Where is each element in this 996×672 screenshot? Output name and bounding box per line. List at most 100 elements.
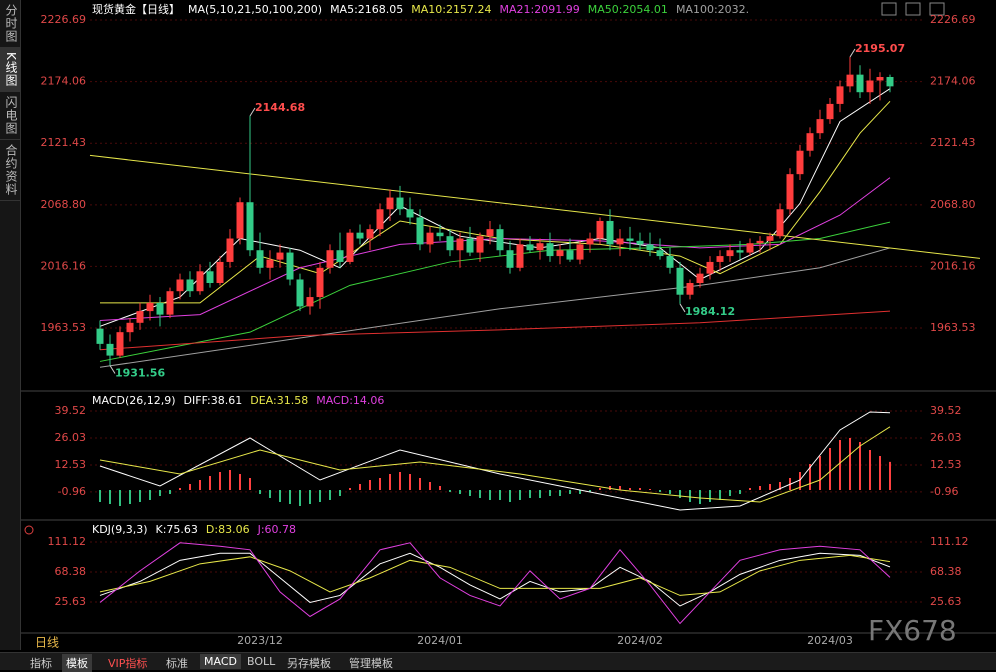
candle-body [526,244,534,251]
legend-entry: K:75.63 [156,523,198,536]
candle-body [396,197,404,210]
y-tick-label: 2174.06 [930,75,976,88]
legend-entry: MA(5,10,21,50,100,200) [188,3,322,16]
y-tick-label: 2226.69 [930,13,976,26]
candle-body [846,74,854,87]
annotation: 1984.12 [685,305,735,318]
annotation-marker [249,107,256,117]
side-tab[interactable]: 分时图 [0,0,20,48]
candle-body [886,76,894,87]
line [99,552,891,607]
tab[interactable]: 标准 [166,657,188,670]
candle-body [176,279,184,292]
annotation: 2144.68 [255,101,305,114]
tab[interactable]: 管理模板 [349,657,393,670]
y-tick-label: -0.96 [58,485,86,498]
window-icon[interactable] [905,2,921,16]
tab[interactable]: VIP指标 [108,657,148,670]
y-tick-label: 111.12 [48,535,87,548]
y-tick-label: 2016.16 [41,259,87,272]
candle-body [566,250,574,260]
y-tick-label: 2174.06 [41,75,87,88]
legend-entry: MA5:2168.05 [330,3,403,16]
candle-body [326,250,334,268]
candle-body [116,332,124,356]
footer: 指标 模板 VIP指标 标准 MACD BOLL 另存模板 管理模板 [0,652,996,672]
candle-body [646,244,654,251]
candle-body [166,291,174,315]
y-tick-label: 26.03 [55,431,87,444]
candle-body [486,229,494,237]
line [99,411,891,511]
tab[interactable]: MACD [200,654,241,669]
candle-body [276,252,284,260]
legend-entry: MA10:2157.24 [411,3,491,16]
window-icon[interactable] [929,2,945,16]
y-tick-label: 68.38 [930,565,962,578]
legend-entry: MACD:14.06 [316,394,384,407]
candle-body [596,220,604,239]
tab[interactable]: 模板 [62,654,92,672]
candle-body [816,119,824,134]
side-tab[interactable]: 闪电图 [0,92,20,140]
legend-entry: J:60.78 [257,523,296,536]
y-tick-label: 25.63 [930,595,962,608]
tab[interactable]: BOLL [247,655,276,668]
y-tick-label: 68.38 [55,565,87,578]
x-tick-label: 2024/03 [807,634,853,647]
side-tab[interactable]: K线图 [0,48,20,92]
candle-body [756,240,764,244]
y-tick-label: 2016.16 [930,259,976,272]
candle-body [156,302,164,315]
candle-body [146,302,154,312]
candle-body [416,217,424,245]
line [99,542,891,625]
candle-body [406,209,414,218]
candle-body [196,271,204,292]
candle-body [436,232,444,237]
legend-entry: MA50:2054.01 [588,3,668,16]
candle-body [706,261,714,274]
y-tick-label: 25.63 [55,595,87,608]
watermark: FX678 [868,614,957,647]
candle-body [786,174,794,210]
x-tick-label: 2023/12 [237,634,283,647]
tab[interactable]: 指标 [30,657,52,670]
y-tick-label: 1963.53 [930,321,976,334]
candle-body [836,86,844,104]
x-tick-label: 2024/02 [617,634,663,647]
candle-body [496,229,504,251]
candle-body [126,322,134,333]
candle-body [546,243,554,257]
candle-body [346,232,354,262]
candle-body [506,250,514,268]
annotation-marker [849,48,856,58]
candle-body [476,236,484,253]
candle-body [246,202,254,251]
period-label: 日线 [35,636,59,650]
y-tick-label: 39.52 [55,404,87,417]
legend-entry: 现货黄金【日线】 [92,2,180,16]
legend-entry: MA100:2032. [676,3,749,16]
annotation-marker [109,365,116,374]
side-tab[interactable]: 合约资料 [0,140,20,201]
annotation: 2195.07 [855,42,905,55]
candle-body [336,250,344,262]
candle-body [556,250,564,257]
candle-body [426,232,434,245]
window-icon[interactable] [881,2,897,16]
candle-body [776,209,784,237]
legend-entry: DIFF:38.61 [184,394,243,407]
y-tick-label: 111.12 [930,535,969,548]
x-tick-label: 2024/01 [417,634,463,647]
tab[interactable]: 另存模板 [287,657,331,670]
line [99,88,891,327]
candle-body [626,238,634,241]
settings-icon[interactable] [24,525,34,535]
candle-body [616,238,624,245]
legend-entry: DEA:31.58 [250,394,308,407]
candle-body [286,252,294,280]
candle-body [536,243,544,251]
legend-entry: D:83.06 [206,523,250,536]
